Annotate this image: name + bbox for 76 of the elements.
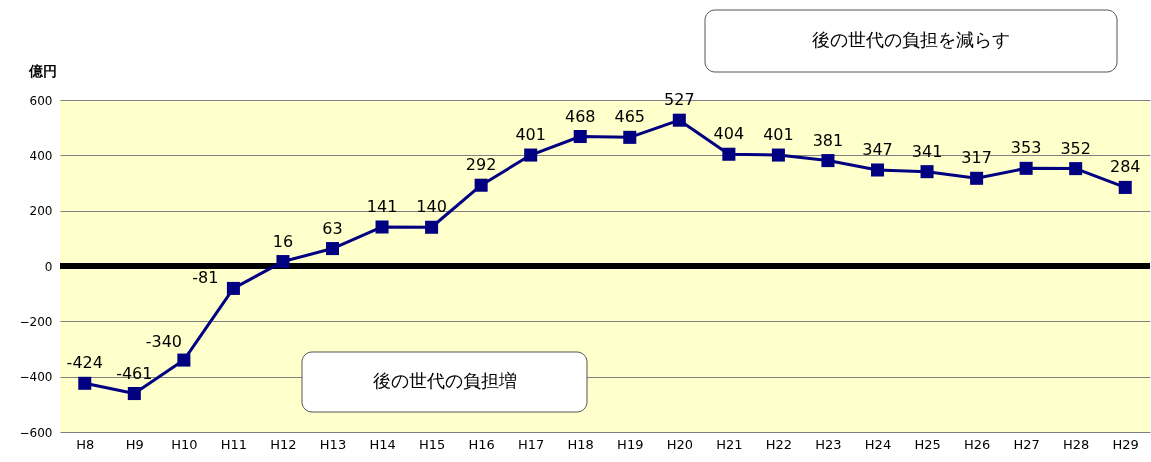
data-label: 63	[322, 218, 343, 238]
x-tick-label: H29	[1112, 436, 1139, 452]
data-label: 381	[812, 130, 844, 150]
x-tick-label: H16	[468, 436, 495, 452]
data-label: 341	[911, 141, 943, 161]
data-label: 140	[416, 197, 447, 217]
x-tick-label: H13	[319, 436, 347, 452]
data-label: 404	[713, 124, 745, 144]
x-tick-label: H22	[765, 436, 793, 452]
x-tick-label: H21	[716, 436, 743, 452]
point	[722, 147, 736, 161]
point	[276, 255, 290, 269]
data-label: -424	[66, 353, 103, 373]
data-label: 317	[961, 148, 992, 168]
x-tick-label: H9	[125, 436, 144, 452]
point	[970, 171, 984, 185]
x-tick-label: H28	[1063, 436, 1090, 452]
x-tick-label: H17	[518, 436, 545, 452]
data-label: 16	[272, 231, 294, 251]
point	[623, 130, 637, 144]
x-tick-label: H19	[617, 436, 644, 452]
x-tick-label: H23	[815, 436, 842, 452]
point	[425, 220, 439, 234]
data-label: 401	[515, 125, 546, 145]
point	[821, 154, 835, 168]
x-tick-label: H10	[171, 436, 198, 452]
x-tick-label: H24	[864, 436, 892, 452]
annotation: 後の世代の負担増	[373, 370, 517, 391]
y-tick-label: 600	[29, 93, 53, 108]
data-label: -340	[145, 332, 183, 352]
y-tick-label: −200	[19, 314, 53, 329]
x-tick-label: H11	[220, 436, 248, 452]
x-tick-label: H15	[418, 436, 446, 452]
y-tick-label: 400	[29, 148, 53, 163]
data-label: 347	[862, 140, 893, 159]
data-label: 527	[664, 90, 695, 110]
y-tick-label: −400	[19, 370, 53, 385]
y-tick-label: 200	[29, 204, 53, 219]
point	[177, 353, 191, 367]
point	[474, 178, 488, 192]
y-axis-title: 億円	[27, 62, 57, 79]
point	[78, 376, 92, 390]
point	[325, 242, 340, 256]
point	[1069, 162, 1083, 176]
x-tick-label: H27	[1013, 436, 1040, 452]
point	[771, 148, 785, 162]
point	[1019, 161, 1033, 175]
data-label: -81	[192, 268, 219, 288]
point	[1118, 180, 1132, 194]
x-tick-label: H14	[369, 436, 396, 452]
data-label: 284	[1109, 157, 1141, 177]
y-tick-label: 0	[44, 259, 53, 274]
point	[524, 148, 538, 162]
text: 後の世代の負担を減らす	[812, 29, 1010, 50]
data-label: 401	[763, 125, 794, 145]
x-tick-label: H26	[963, 436, 991, 452]
data-label: 141	[366, 196, 398, 216]
point	[573, 130, 587, 144]
data-label: -461	[116, 363, 153, 383]
x-tick-label: H20	[666, 436, 693, 452]
data-label: 465	[614, 107, 646, 127]
data-label: 468	[564, 106, 596, 126]
x-tick-label: H18	[567, 436, 594, 452]
point	[226, 281, 240, 295]
data-label: 292	[465, 155, 497, 175]
point	[672, 113, 686, 127]
data-label: 353	[1010, 138, 1042, 158]
point	[127, 387, 141, 401]
point	[920, 165, 934, 179]
x-tick-label: H8	[76, 436, 95, 452]
x-tick-label: H25	[914, 436, 941, 452]
data-label: 352	[1060, 138, 1091, 158]
point	[870, 163, 885, 177]
x-tick-label: H12	[270, 436, 297, 452]
y-tick-label: −600	[19, 425, 53, 440]
point	[375, 220, 389, 234]
